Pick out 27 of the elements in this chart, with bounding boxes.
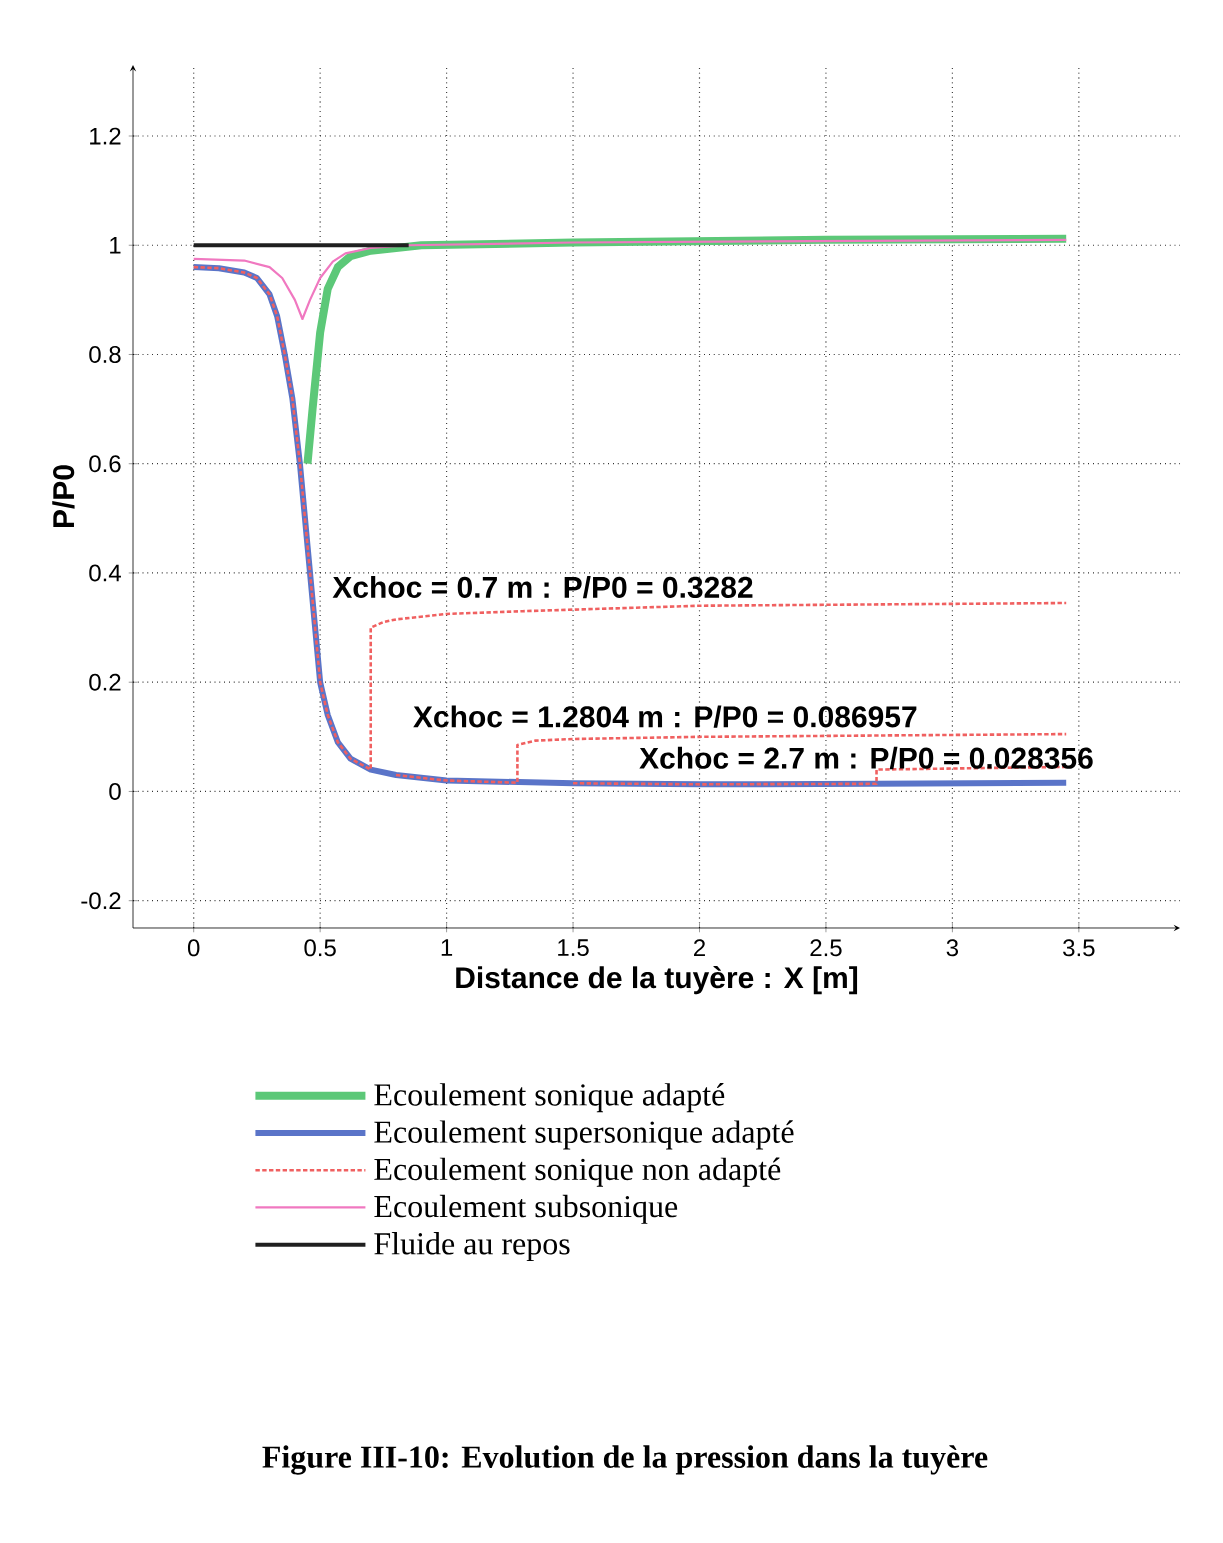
legend-label: Ecoulement subsonique — [374, 1194, 678, 1224]
legend-label: Ecoulement sonique non adapté — [374, 1157, 781, 1187]
x-tick-label: 3 — [946, 939, 959, 957]
legend-label: Fluide au repos — [374, 1232, 570, 1262]
y-tick-label: 0.8 — [89, 346, 121, 363]
x-tick-label: 1 — [441, 939, 453, 956]
legend-label: Ecoulement sonique adapté — [374, 1083, 725, 1113]
annotation: Xchoc = 0.7 m : P/P0 = 0.3282 — [332, 575, 753, 599]
annotation: Xchoc = 2.7 m : P/P0 = 0.028356 — [639, 746, 1093, 770]
legend-label: Ecoulement supersonique adapté — [374, 1120, 794, 1150]
y-tick-label: 0.4 — [89, 564, 121, 582]
y-tick-label: 0.2 — [89, 673, 121, 691]
text: Figure III-10: Evolution de la pression dans la tuyère — [262, 1445, 988, 1475]
x-axis-title: Distance de la tuyère : X [m] — [456, 966, 858, 995]
x-tick-label: 1.5 — [558, 939, 589, 957]
y-tick-label: 1 — [110, 237, 121, 254]
x-tick-label: 0 — [187, 939, 200, 957]
x-tick-label: 3.5 — [1063, 939, 1095, 957]
annotation: Xchoc = 1.2804 m : P/P0 = 0.086957 — [413, 705, 917, 728]
x-tick-label: 2.5 — [810, 939, 842, 957]
x-tick-label: 2 — [694, 939, 705, 957]
y-tick-label: 0 — [109, 782, 121, 800]
y-axis-title: P/P0 — [52, 465, 75, 528]
y-tick-label: -0.2 — [81, 892, 121, 910]
y-tick-label: 0.6 — [89, 455, 121, 473]
x-tick-label: 0.5 — [304, 939, 336, 957]
y-tick-label: 1.2 — [90, 127, 121, 145]
